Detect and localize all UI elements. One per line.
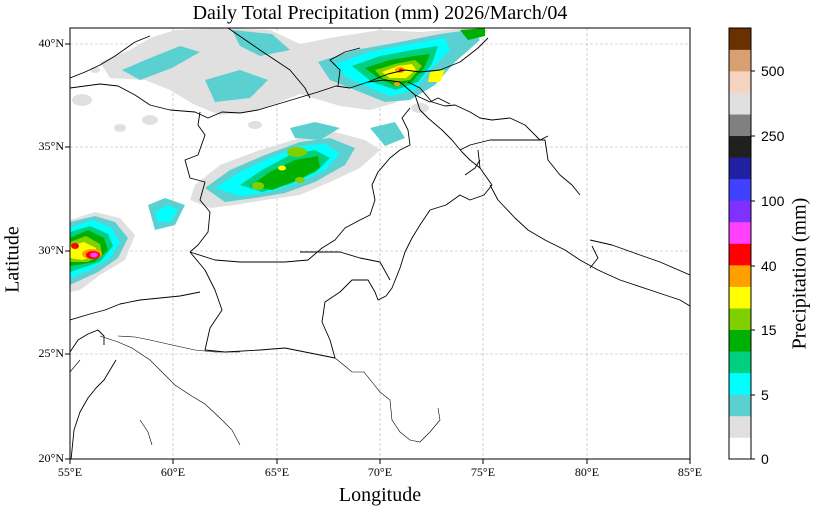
x-tick-label: 75°E (470, 465, 496, 479)
y-tick-label: 25°N (38, 346, 64, 360)
colorbar-tick-label: 5 (761, 387, 769, 403)
x-tick-label: 65°E (264, 465, 290, 479)
colorbar-segment (729, 135, 751, 158)
precip-scatter (72, 67, 429, 132)
colorbar-segment (729, 437, 751, 460)
colorbar-segment (729, 157, 751, 180)
precip-north-band (100, 28, 488, 115)
colorbar-segment (729, 308, 751, 330)
colorbar-tick-label: 100 (761, 193, 785, 209)
colorbar-segment (729, 71, 751, 93)
map-title: Daily Total Precipitation (mm) 2026/Marc… (192, 2, 568, 24)
precip-afghanistan-band (148, 122, 405, 230)
colorbar-segment (729, 92, 751, 115)
colorbar-segment (729, 49, 751, 72)
colorbar-tick-label: 15 (761, 322, 777, 338)
y-tick-label: 40°N (38, 36, 64, 50)
colorbar-tick-label: 250 (761, 128, 785, 144)
colorbar-segment (729, 286, 751, 309)
colorbar-tick-label: 40 (761, 258, 777, 274)
colorbar-segment (729, 200, 751, 223)
coastlines (70, 335, 441, 446)
colorbar-ticks (751, 70, 755, 460)
colorbar (729, 28, 751, 460)
colorbar-segment (729, 351, 751, 374)
colorbar-segment (729, 221, 751, 244)
x-tick-label: 85°E (677, 465, 703, 479)
y-tick-label: 20°N (38, 451, 64, 465)
colorbar-segment (729, 178, 751, 201)
colorbar-label: Precipitation (mm) (788, 197, 811, 350)
colorbar-segment (729, 394, 751, 417)
x-tick-label: 60°E (160, 465, 186, 479)
x-tick-label: 70°E (367, 465, 393, 479)
y-axis-label: Latitude (1, 226, 24, 293)
colorbar-tick-label: 500 (761, 63, 785, 79)
colorbar-segment (729, 415, 751, 438)
colorbar-tick-label: 0 (761, 451, 769, 467)
colorbar-segment (729, 265, 751, 287)
colorbar-segment (729, 243, 751, 266)
colorbar-segment (729, 372, 751, 395)
colorbar-segment (729, 329, 751, 352)
x-tick-label: 55°E (57, 465, 83, 479)
axis-ticks (65, 43, 691, 464)
y-tick-label: 35°N (38, 139, 64, 153)
y-tick-label: 30°N (38, 243, 64, 257)
colorbar-segment (729, 28, 751, 50)
x-tick-label: 80°E (574, 465, 600, 479)
colorbar-segment (729, 114, 751, 137)
precip-iran-southwest (70, 212, 135, 292)
x-axis-label: Longitude (338, 484, 422, 506)
